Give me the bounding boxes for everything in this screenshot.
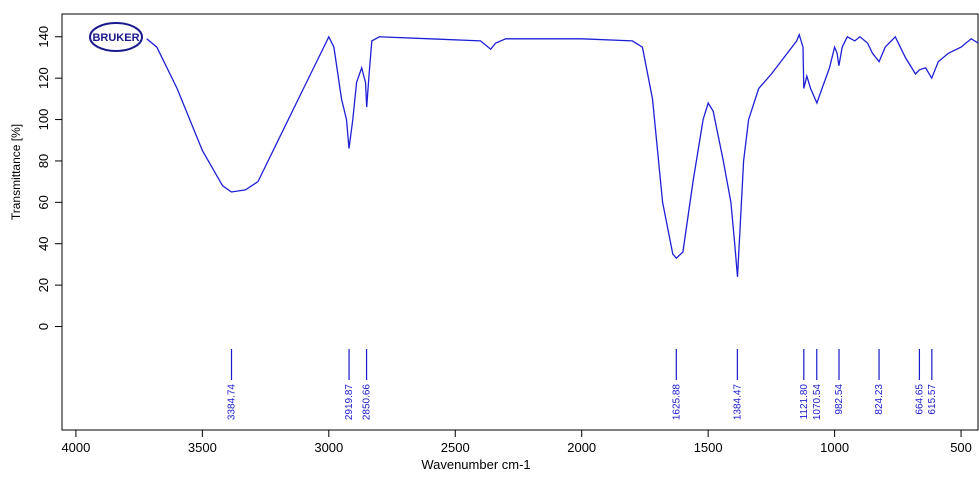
- y-tick-label: 0: [36, 323, 51, 330]
- peak-label: 615.57: [927, 384, 938, 415]
- y-tick-label: 100: [36, 109, 51, 131]
- peak-label: 2919.87: [344, 384, 355, 421]
- peak-label: 3384.74: [227, 384, 238, 421]
- logo: BRUKER: [89, 22, 143, 52]
- peak-label: 1625.88: [671, 384, 682, 421]
- plot-frame: [61, 13, 979, 431]
- peak-label: 2850.66: [362, 384, 373, 421]
- peak-label: 664.65: [914, 384, 925, 415]
- logo-ring: [89, 22, 143, 52]
- peak-label: 1121.80: [799, 384, 810, 420]
- peak-label: 1070.54: [812, 384, 823, 421]
- y-tick-label: 20: [36, 278, 51, 292]
- x-tick-label: 2000: [567, 440, 596, 455]
- y-tick-label: 120: [36, 67, 51, 89]
- x-tick-label: 500: [950, 440, 972, 455]
- logo-text: BRUKER: [92, 32, 139, 44]
- y-tick-label: 60: [36, 195, 51, 209]
- x-axis-title: Wavenumber cm-1: [421, 457, 530, 472]
- peak-label: 824.23: [874, 384, 885, 415]
- y-tick-label: 40: [36, 236, 51, 250]
- x-tick-label: 2500: [441, 440, 470, 455]
- peak-label: 1384.47: [732, 384, 743, 421]
- x-tick-label: 4000: [61, 440, 90, 455]
- spectrum-line: [146, 32, 979, 277]
- y-tick-label: 80: [36, 154, 51, 168]
- peak-label: 982.54: [834, 384, 845, 415]
- x-tick-label: 1000: [820, 440, 849, 455]
- x-tick-label: 3000: [314, 440, 343, 455]
- y-axis-title: Transmittance [%]: [9, 124, 23, 220]
- x-tick-label: 3500: [188, 440, 217, 455]
- x-tick-label: 1500: [694, 440, 723, 455]
- y-tick-label: 140: [36, 26, 51, 48]
